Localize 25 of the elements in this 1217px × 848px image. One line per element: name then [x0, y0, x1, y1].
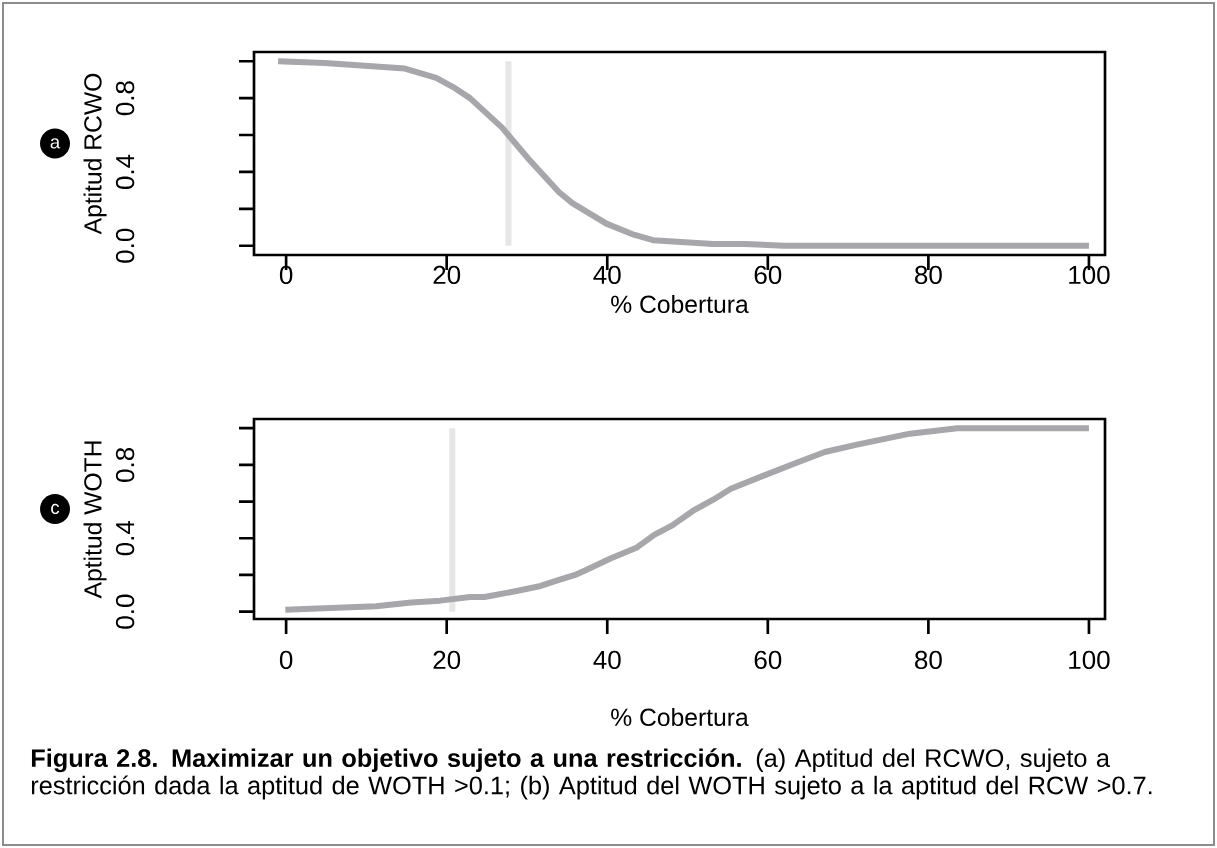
- text: Figura 2.8. Maximizar un objetivo sujeto a una restricción. (a) Aptitud del RCWO, sujeto a restricción dada la aptitud de WOTH >0.1; (b) Aptitud del WOTH sujeto a la aptitud del RCW >0.7.: [31, 748, 1152, 800]
- x-tick-label: 60: [754, 265, 782, 285]
- x-tick-label: 40: [593, 650, 621, 670]
- text: a: [50, 138, 61, 149]
- x-tick-label: 20: [433, 265, 461, 285]
- x-tick-label: 60: [754, 650, 782, 670]
- y-tick-label: 0.4: [115, 154, 135, 189]
- y-tick-label: 0.8: [115, 81, 135, 116]
- y-tick-label: 0.0: [115, 228, 135, 263]
- y-tick-label: 0.0: [115, 594, 135, 629]
- y-axis-title: Aptitud RCWO: [83, 73, 107, 235]
- x-tick-label: 0: [279, 650, 293, 670]
- x-tick-label: 100: [1069, 265, 1110, 285]
- x-tick-label: 100: [1069, 650, 1110, 670]
- x-axis-title: % Cobertura: [611, 707, 749, 727]
- text: c: [51, 503, 60, 515]
- y-tick-label: 0.8: [115, 447, 135, 482]
- x-tick-label: 80: [915, 650, 942, 670]
- x-tick-label: 20: [433, 650, 461, 670]
- x-tick-label: 0: [279, 265, 293, 285]
- x-tick-label: 80: [915, 265, 942, 285]
- y-tick-label: 0.4: [115, 520, 135, 556]
- x-axis-title: % Cobertura: [611, 294, 749, 314]
- x-tick-label: 40: [593, 265, 621, 285]
- y-axis-title: Aptitud WOTH: [83, 441, 107, 599]
